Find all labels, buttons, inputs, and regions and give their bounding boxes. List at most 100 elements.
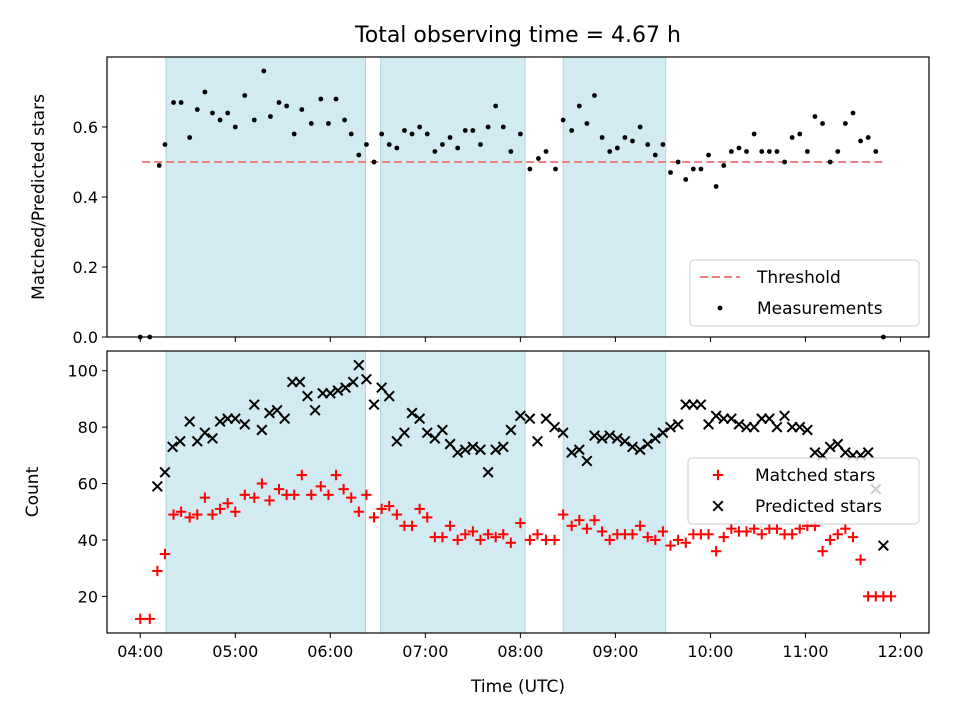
bot-series-matched-stars-point [168,509,179,520]
bot-series-predicted-stars-point [514,410,526,422]
bot-series-predicted-stars-point [695,399,707,411]
top-series-measurements-point [527,166,533,172]
bot-series-predicted-stars-point-b [360,373,372,385]
bot-series-predicted-stars-point-b [324,387,336,399]
bot-series-predicted-stars-point-b [214,415,226,428]
bot-series-matched-stars-point [490,531,501,543]
bot-series-matched-stars-point [771,523,783,534]
bot-series-matched-stars-point [475,534,486,546]
top-y-tick-label: 0.0 [73,328,98,347]
bottom-x-ticks: 04:00 05:00 06:00 07:00 08:00 09:00 10:00 11:00… [117,633,924,661]
bot-series-predicted-stars-point-b [398,427,410,439]
bot-observing-window-1 [380,350,526,634]
bot-series-predicted-stars-point-b [566,447,578,459]
bot-series-predicted-stars-point [414,413,426,425]
bot-series-predicted-stars-point [332,384,344,396]
top-series-measurements-point [276,100,282,105]
bot-series-predicted-stars-point [665,421,677,433]
top-series-measurements-point [865,135,871,140]
bot-series-predicted-stars-point-b [657,427,669,439]
bot-series-predicted-stars-point-b [340,382,352,394]
bot-series-predicted-stars-point [256,424,268,436]
top-series-measurements-point [789,135,795,140]
top-series-measurements-point [820,121,825,126]
bottom-series [135,359,897,625]
top-legend: Threshold Measurements [689,259,920,327]
bot-series-predicted-stars-point [549,421,561,433]
bot-series-predicted-stars-point-b [248,399,260,411]
top-y-tick-label: 0.2 [73,258,98,277]
top-y-tick-label: 0.6 [73,118,98,137]
bot-series-predicted-stars-point [159,466,171,478]
bot-x-tick-label: 08:00 [497,642,543,661]
top-series-measurements-point [607,149,613,154]
top-observing-window-2 [562,56,667,338]
top-series-measurements-point [210,110,215,116]
bot-series-matched-stars-point [524,534,536,546]
bot-series-predicted-stars-point-b [531,435,543,447]
bot-series-predicted-stars-point-b [353,359,365,371]
top-observing-window-1 [380,56,526,338]
bot-series-matched-stars-point [256,478,268,489]
top-series-measurements-point [668,170,673,175]
bot-series-predicted-stars-point-b [391,435,403,447]
bottom-observing-windows [165,350,667,634]
bot-x-tick-label: 07:00 [402,642,448,661]
bot-series-matched-stars-point [840,523,851,534]
bot-series-predicted-stars-point [429,432,441,444]
bot-series-predicted-stars-point-b [497,441,509,453]
top-series-measurements-point [660,142,666,147]
bot-y-tick-label: 60 [78,475,98,494]
bot-series-predicted-stars-point [214,415,226,428]
bot-series-predicted-stars-point-b [436,424,448,436]
bot-series-matched-stars-point [437,531,448,543]
bot-series-predicted-stars-point-b [824,441,836,453]
bot-series-matched-stars-point [557,509,569,520]
bot-series-predicted-stars-point-b [429,432,441,444]
bot-series-matched-stars-point [273,483,285,495]
bot-series-matched-stars-point [323,489,334,501]
bot-series-matched-stars-point [589,515,600,526]
top-legend-entry-1-label: Measurements [757,299,883,319]
bot-series-predicted-stars-point [733,418,745,430]
bot-series-predicted-stars-point-b [347,376,359,388]
bot-series-predicted-stars-point [353,359,365,371]
top-series-measurements-point [706,152,711,158]
top-series-measurements-point [242,93,248,98]
bot-series-predicted-stars-point-b [703,418,715,430]
bot-series-predicted-stars-point-b [271,404,283,416]
top-series-measurements-point [409,131,415,137]
top-series-measurements-point [728,149,734,154]
bot-series-matched-stars-point [422,512,433,523]
bot-series-matched-stars-point [214,503,226,515]
bot-series-matched-stars-point [460,529,471,540]
bot-series-predicted-stars-point-b [573,444,585,456]
bot-series-predicted-stars-point-b [467,441,479,453]
bot-series-matched-stars-point [794,523,805,534]
bot-series-predicted-stars-point-b [549,421,561,433]
bot-series-matched-stars-point [665,540,676,551]
bot-series-matched-stars-point [756,529,767,540]
bot-series-matched-stars-point [847,531,859,543]
top-series-measurements-point [517,131,523,137]
bot-series-matched-stars-point [549,534,560,546]
top-series-measurements-point [812,114,818,119]
bot-series-predicted-stars-point-b [771,421,783,433]
bot-observing-window-2 [562,350,667,634]
bot-series-matched-stars-point [414,503,425,515]
bot-series-predicted-stars-point-b [665,421,677,433]
bot-series-predicted-stars-point-b [368,399,380,411]
top-series-measurements-point [553,166,558,172]
bot-series-matched-stars-point [249,492,260,503]
top-series-measurements-point [261,68,267,74]
top-series-measurements-point [751,131,757,137]
bot-legend-entry-1-swatch [712,500,724,512]
top-series-measurements-point [232,124,238,130]
top-series-measurements-point [440,142,445,147]
bot-series-matched-stars-point [306,489,317,501]
bot-series-predicted-stars-point [199,427,211,439]
bot-y-tick-label: 20 [78,587,98,606]
bot-series-matched-stars-point [368,512,380,523]
top-series-measurements-point [299,107,305,112]
bot-series-predicted-stars-point [309,404,321,416]
